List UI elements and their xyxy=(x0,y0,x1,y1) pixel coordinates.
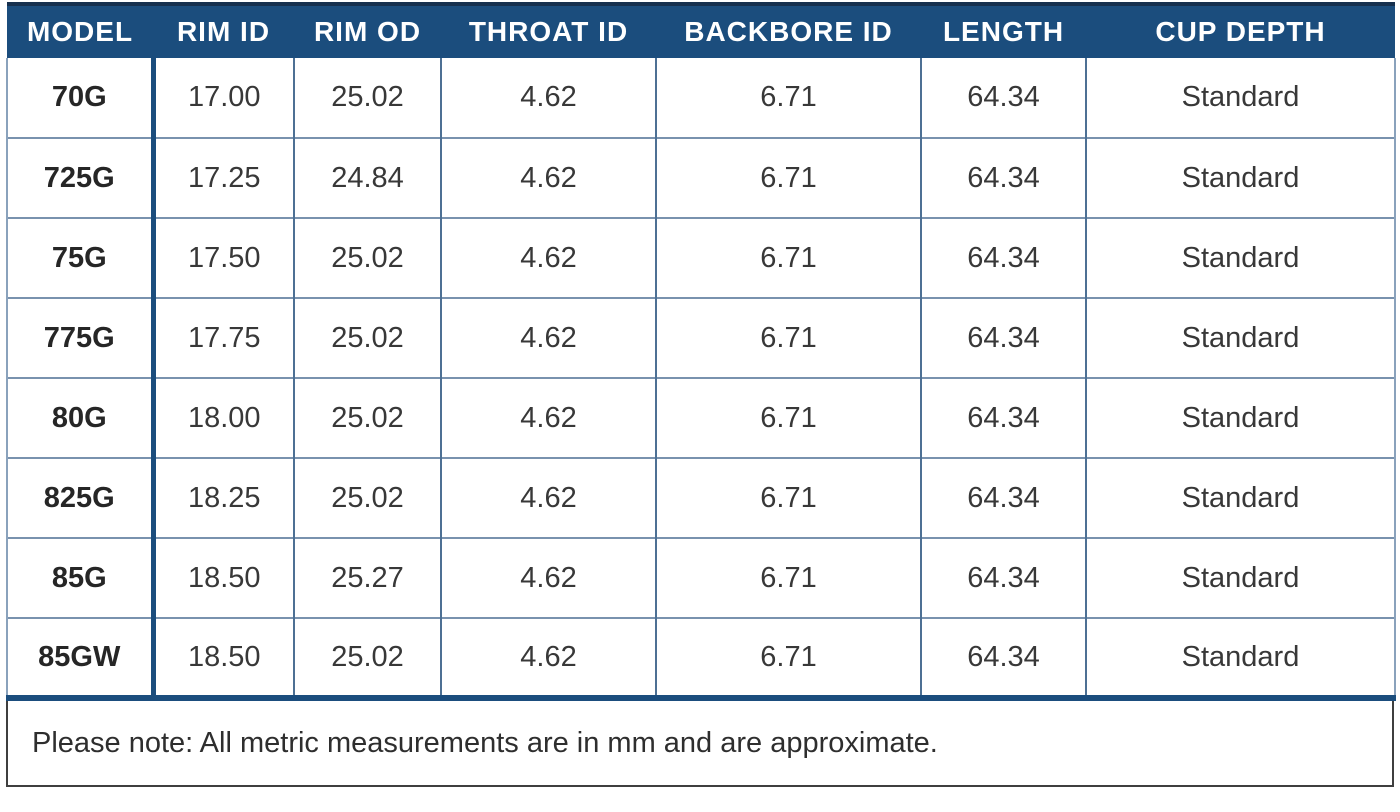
rim-od-cell: 25.02 xyxy=(293,217,441,298)
table-row: 725G 17.25 24.84 4.62 6.71 64.34 Standar… xyxy=(6,137,1396,218)
model-cell: 825G xyxy=(6,457,153,538)
rim-id-cell: 18.50 xyxy=(150,537,294,618)
throat-id-cell: 4.62 xyxy=(440,58,656,138)
rim-id-cell: 18.50 xyxy=(150,617,294,701)
backbore-id-cell: 6.71 xyxy=(655,297,921,378)
cup-depth-cell: Standard xyxy=(1085,137,1396,218)
model-cell: 80G xyxy=(6,377,153,458)
rim-od-cell: 25.02 xyxy=(293,58,441,138)
table-row: 70G 17.00 25.02 4.62 6.71 64.34 Standard xyxy=(6,58,1396,138)
throat-id-cell: 4.62 xyxy=(440,297,656,378)
model-cell: 75G xyxy=(6,217,153,298)
cup-depth-cell: Standard xyxy=(1085,617,1396,701)
length-cell: 64.34 xyxy=(920,137,1086,218)
rim-id-cell: 17.50 xyxy=(150,217,294,298)
table-row: 85GW 18.50 25.02 4.62 6.71 64.34 Standar… xyxy=(6,617,1396,701)
rim-id-cell: 17.75 xyxy=(150,297,294,378)
footnote-text: Please note: All metric measurements are… xyxy=(32,726,938,759)
table-row: 825G 18.25 25.02 4.62 6.71 64.34 Standar… xyxy=(6,457,1396,538)
length-cell: 64.34 xyxy=(920,377,1086,458)
column-header-length: LENGTH xyxy=(921,2,1086,58)
throat-id-cell: 4.62 xyxy=(440,217,656,298)
backbore-id-cell: 6.71 xyxy=(655,58,921,138)
column-header-backbore-id: BACKBORE ID xyxy=(656,2,921,58)
throat-id-cell: 4.62 xyxy=(440,457,656,538)
column-header-rim-id: RIM ID xyxy=(153,2,294,58)
throat-id-cell: 4.62 xyxy=(440,537,656,618)
rim-od-cell: 25.02 xyxy=(293,457,441,538)
rim-id-cell: 18.25 xyxy=(150,457,294,538)
backbore-id-cell: 6.71 xyxy=(655,217,921,298)
spec-sheet: MODEL RIM ID RIM OD THROAT ID BACKBORE I… xyxy=(6,2,1396,787)
length-cell: 64.34 xyxy=(920,617,1086,701)
table-row: 775G 17.75 25.02 4.62 6.71 64.34 Standar… xyxy=(6,297,1396,378)
rim-od-cell: 25.02 xyxy=(293,617,441,701)
backbore-id-cell: 6.71 xyxy=(655,377,921,458)
length-cell: 64.34 xyxy=(920,217,1086,298)
rim-id-cell: 18.00 xyxy=(150,377,294,458)
backbore-id-cell: 6.71 xyxy=(655,457,921,538)
cup-depth-cell: Standard xyxy=(1085,297,1396,378)
rim-od-cell: 25.02 xyxy=(293,297,441,378)
cup-depth-cell: Standard xyxy=(1085,457,1396,538)
rim-od-cell: 24.84 xyxy=(293,137,441,218)
table-row: 80G 18.00 25.02 4.62 6.71 64.34 Standard xyxy=(6,377,1396,458)
throat-id-cell: 4.62 xyxy=(440,377,656,458)
table-row: 75G 17.50 25.02 4.62 6.71 64.34 Standard xyxy=(6,217,1396,298)
length-cell: 64.34 xyxy=(920,58,1086,138)
backbore-id-cell: 6.71 xyxy=(655,537,921,618)
model-cell: 775G xyxy=(6,297,153,378)
throat-id-cell: 4.62 xyxy=(440,617,656,701)
table-row: 85G 18.50 25.27 4.62 6.71 64.34 Standard xyxy=(6,537,1396,618)
throat-id-cell: 4.62 xyxy=(440,137,656,218)
length-cell: 64.34 xyxy=(920,537,1086,618)
column-header-rim-od: RIM OD xyxy=(294,2,441,58)
backbore-id-cell: 6.71 xyxy=(655,137,921,218)
backbore-id-cell: 6.71 xyxy=(655,617,921,701)
column-header-model: MODEL xyxy=(7,2,153,58)
length-cell: 64.34 xyxy=(920,457,1086,538)
footnote-box: Please note: All metric measurements are… xyxy=(6,701,1394,787)
cup-depth-cell: Standard xyxy=(1085,58,1396,138)
rim-od-cell: 25.27 xyxy=(293,537,441,618)
model-cell: 725G xyxy=(6,137,153,218)
rim-od-cell: 25.02 xyxy=(293,377,441,458)
column-header-cup-depth: CUP DEPTH xyxy=(1086,2,1395,58)
model-cell: 85GW xyxy=(6,617,153,701)
cup-depth-cell: Standard xyxy=(1085,537,1396,618)
rim-id-cell: 17.25 xyxy=(150,137,294,218)
length-cell: 64.34 xyxy=(920,297,1086,378)
column-header-throat-id: THROAT ID xyxy=(441,2,656,58)
model-cell: 70G xyxy=(6,58,153,138)
cup-depth-cell: Standard xyxy=(1085,217,1396,298)
header-row: MODEL RIM ID RIM OD THROAT ID BACKBORE I… xyxy=(7,2,1395,58)
cup-depth-cell: Standard xyxy=(1085,377,1396,458)
rim-id-cell: 17.00 xyxy=(150,58,294,138)
model-cell: 85G xyxy=(6,537,153,618)
mouthpiece-spec-table: MODEL RIM ID RIM OD THROAT ID BACKBORE I… xyxy=(6,2,1396,701)
